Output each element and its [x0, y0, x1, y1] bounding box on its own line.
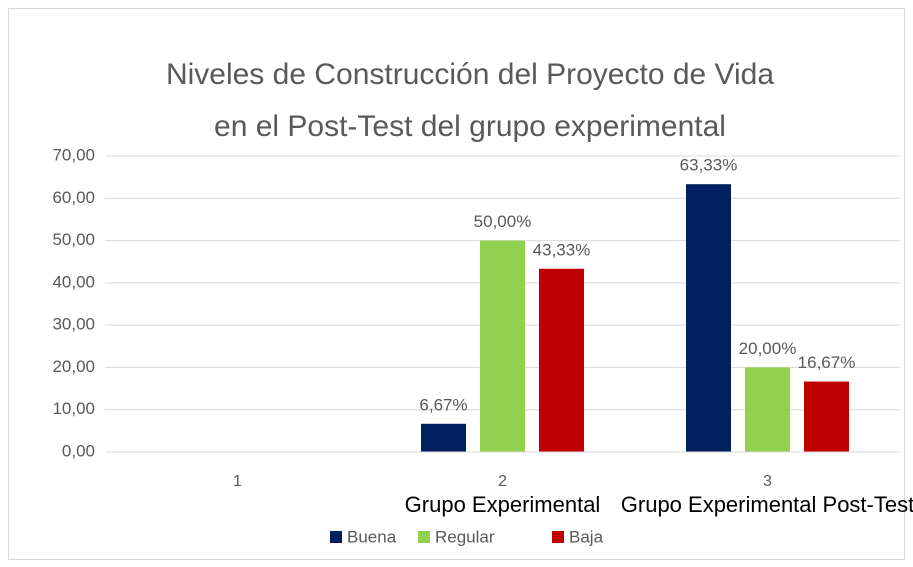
y-tick-label: 50,00	[52, 230, 95, 249]
data-label: 6,67%	[419, 395, 467, 414]
legend-swatch	[418, 531, 430, 543]
y-tick-label: 10,00	[52, 399, 95, 418]
y-tick-label: 40,00	[52, 272, 95, 291]
bar	[804, 381, 849, 452]
legend-label: Buena	[347, 527, 397, 546]
bar	[539, 268, 584, 452]
y-tick-label: 20,00	[52, 357, 95, 376]
y-tick-label: 30,00	[52, 315, 95, 334]
x-tick-label: 1	[233, 473, 242, 490]
group-label: Grupo Experimental Post-Test	[621, 492, 913, 517]
data-label: 20,00%	[739, 339, 797, 358]
data-label: 63,33%	[680, 156, 738, 175]
x-tick-label: 3	[763, 473, 772, 490]
x-tick-label: 2	[498, 473, 507, 490]
data-label: 50,00%	[474, 212, 532, 231]
legend-label: Regular	[435, 527, 495, 546]
chart-border	[8, 8, 905, 560]
bar	[421, 423, 466, 452]
legend-swatch	[552, 531, 564, 543]
legend-swatch	[330, 531, 342, 543]
chart-title: en el Post-Test del grupo experimental	[214, 110, 726, 143]
y-tick-label: 0,00	[62, 441, 95, 460]
chart-title: Niveles de Construcción del Proyecto de …	[166, 58, 774, 91]
data-label: 16,67%	[798, 353, 856, 372]
legend-label: Baja	[569, 527, 604, 546]
y-tick-label: 60,00	[52, 188, 95, 207]
bar	[686, 184, 731, 452]
bar	[480, 240, 525, 452]
y-tick-label: 70,00	[52, 145, 95, 164]
bar	[745, 367, 790, 452]
data-label: 43,33%	[533, 240, 591, 259]
group-label: Grupo Experimental	[405, 492, 601, 517]
